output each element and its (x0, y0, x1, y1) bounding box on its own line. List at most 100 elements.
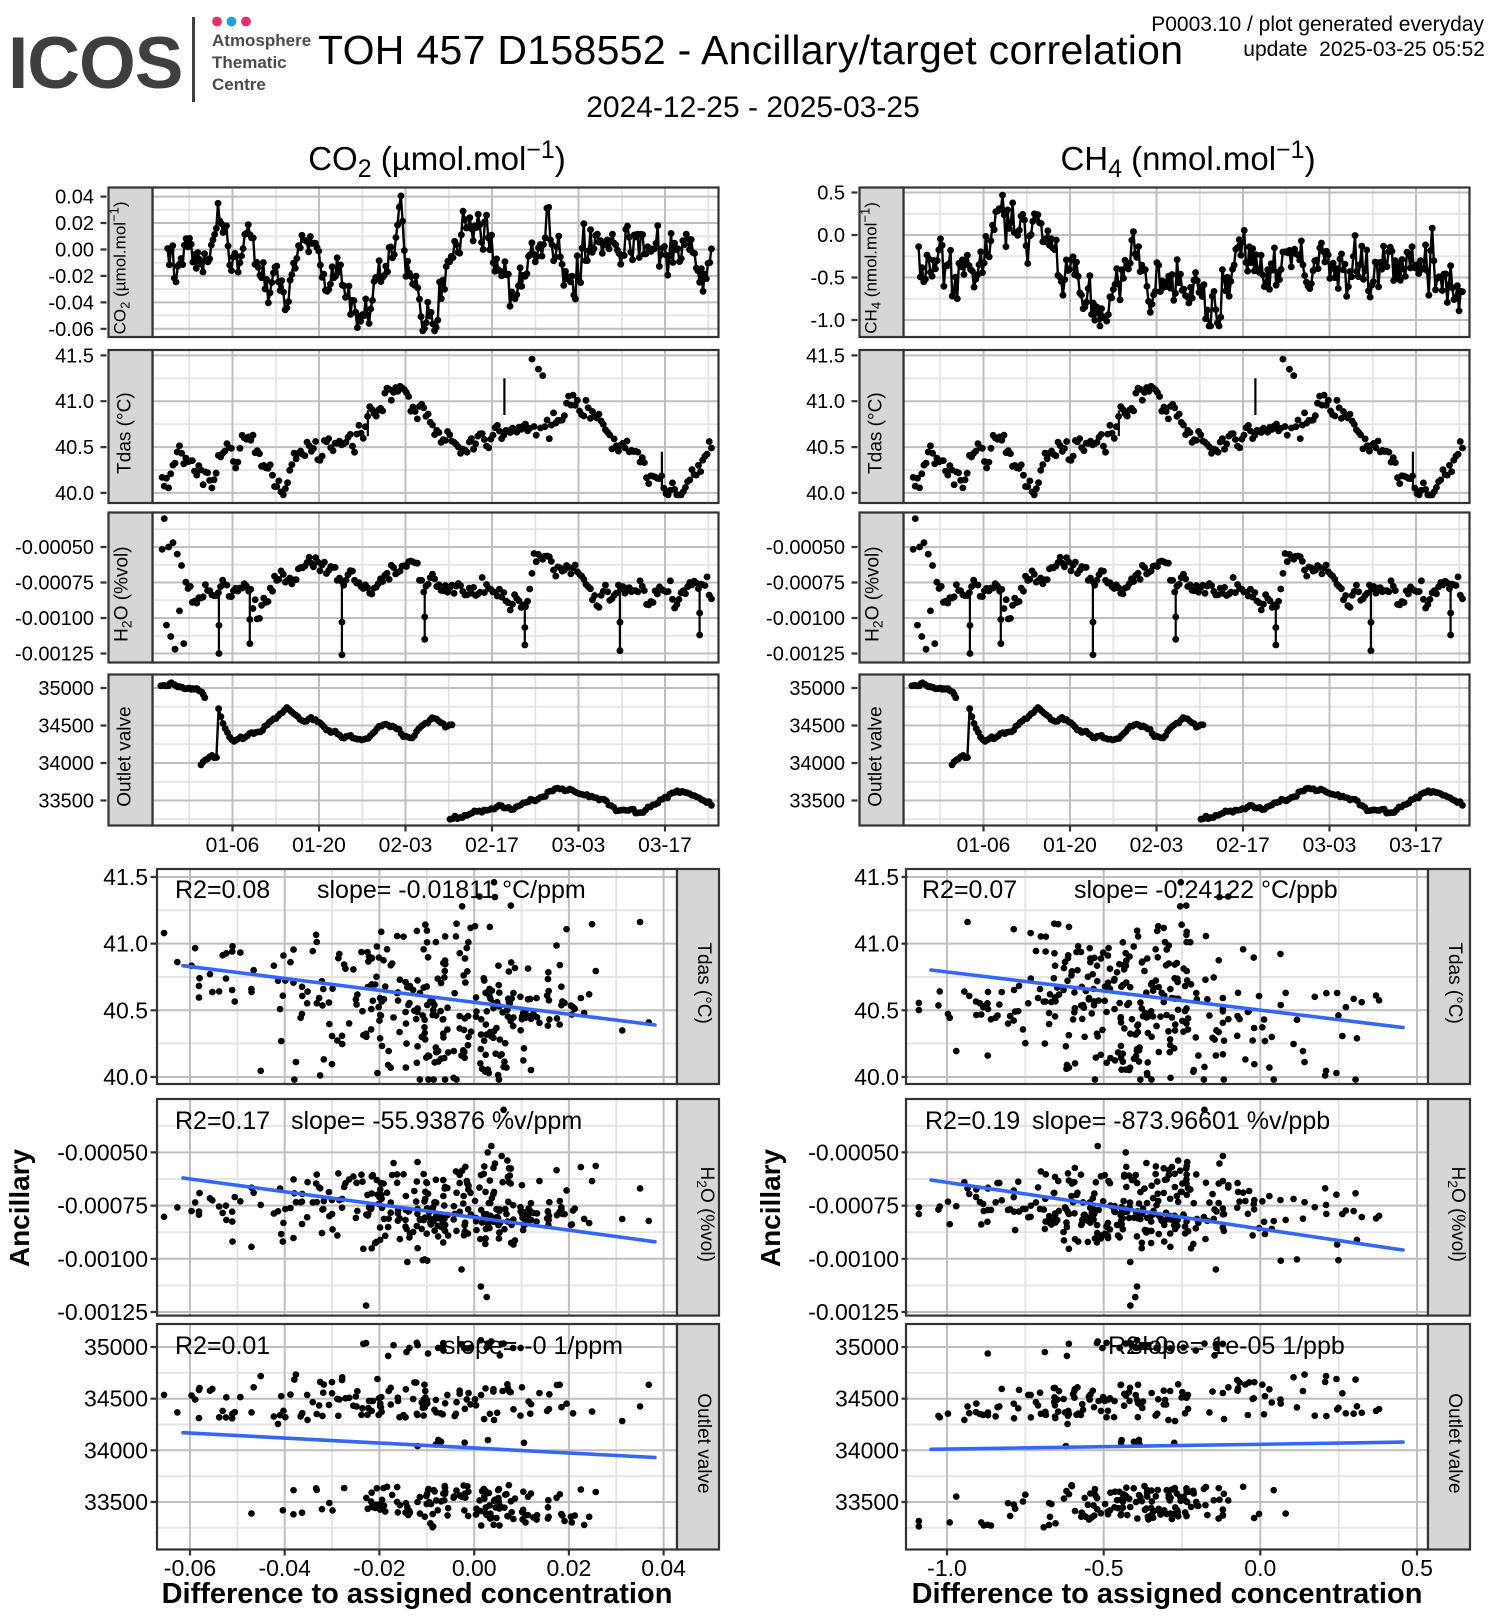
svg-text:-0.02: -0.02 (48, 266, 94, 288)
svg-text:Thematic: Thematic (212, 53, 287, 72)
svg-text:41.0: 41.0 (103, 931, 148, 957)
svg-text:0.02: 0.02 (547, 1555, 592, 1581)
svg-text:41.5: 41.5 (103, 864, 148, 890)
svg-text:-1.0: -1.0 (811, 310, 845, 332)
svg-text:R2=0.17: R2=0.17 (175, 1107, 270, 1135)
svg-text:Ancillary: Ancillary (755, 1148, 786, 1267)
svg-text:34000: 34000 (84, 1437, 148, 1463)
svg-text:-0.00050: -0.00050 (15, 537, 94, 559)
svg-text:TOH 457 D158552 - Ancillary/ta: TOH 457 D158552 - Ancillary/target corre… (318, 27, 1183, 73)
svg-text:-0.00100: -0.00100 (808, 1246, 899, 1272)
svg-text:34000: 34000 (789, 753, 845, 775)
svg-text:35000: 35000 (835, 1334, 899, 1360)
svg-text:33500: 33500 (835, 1489, 899, 1515)
svg-text:01-06: 01-06 (957, 834, 1011, 857)
svg-text:40.5: 40.5 (55, 437, 94, 459)
svg-text:-0.00075: -0.00075 (766, 573, 845, 595)
svg-text:-0.04: -0.04 (48, 292, 94, 314)
svg-text:-0.00100: -0.00100 (15, 608, 94, 630)
svg-text:H2O (%vol): H2O (%vol) (1445, 1166, 1468, 1261)
svg-text:03-03: 03-03 (552, 834, 606, 857)
svg-text:Outlet valve: Outlet valve (115, 706, 136, 806)
svg-text:40.5: 40.5 (854, 997, 899, 1023)
svg-text:35000: 35000 (38, 678, 94, 700)
svg-text:33500: 33500 (84, 1489, 148, 1515)
svg-text:R2=0: R2=0 (1108, 1332, 1168, 1360)
svg-text:-0.5: -0.5 (1084, 1555, 1124, 1581)
svg-text:CO2 (µmol.mol−1): CO2 (µmol.mol−1) (107, 201, 133, 334)
svg-text:P0003.10 / plot generated ever: P0003.10 / plot generated everyday (1151, 13, 1484, 36)
svg-text:Tdas (°C): Tdas (°C) (693, 942, 714, 1024)
svg-text:0.02: 0.02 (55, 213, 94, 235)
svg-text:0.0: 0.0 (1244, 1555, 1276, 1581)
svg-text:-0.00125: -0.00125 (766, 644, 845, 666)
svg-text:41.5: 41.5 (55, 345, 94, 367)
svg-text:0.00: 0.00 (452, 1555, 497, 1581)
svg-text:0.5: 0.5 (1401, 1555, 1433, 1581)
svg-text:33500: 33500 (789, 791, 845, 813)
svg-text:-0.00075: -0.00075 (57, 1193, 148, 1219)
svg-text:slope= -0.01811 °C/ppm: slope= -0.01811 °C/ppm (317, 876, 586, 904)
svg-text:CO2 (µmol.mol−1): CO2 (µmol.mol−1) (308, 136, 566, 183)
svg-text:slope= -873.96601 %v/ppb: slope= -873.96601 %v/ppb (1032, 1107, 1330, 1135)
svg-text:02-17: 02-17 (465, 834, 519, 857)
svg-text:40.0: 40.0 (55, 483, 94, 505)
svg-text:0.5: 0.5 (817, 183, 845, 205)
svg-text:01-06: 01-06 (206, 834, 260, 857)
svg-text:34500: 34500 (835, 1386, 899, 1412)
svg-text:0.0: 0.0 (817, 225, 845, 247)
svg-text:R2=0.07: R2=0.07 (922, 876, 1017, 904)
svg-text:CH4 (nmol.mol−1): CH4 (nmol.mol−1) (1060, 136, 1315, 183)
svg-text:0.04: 0.04 (55, 187, 94, 209)
svg-text:2024-12-25 - 2025-03-25: 2024-12-25 - 2025-03-25 (586, 91, 920, 124)
svg-text:Difference to assigned concent: Difference to assigned concentration (912, 1578, 1423, 1610)
svg-text:34500: 34500 (789, 716, 845, 738)
svg-text:34000: 34000 (38, 753, 94, 775)
svg-text:41.0: 41.0 (806, 391, 845, 413)
svg-text:02-03: 02-03 (1130, 834, 1184, 857)
svg-text:40.5: 40.5 (103, 997, 148, 1023)
svg-text:01-20: 01-20 (1043, 834, 1097, 857)
svg-text:40.0: 40.0 (806, 483, 845, 505)
svg-text:03-17: 03-17 (1389, 834, 1443, 857)
svg-text:-0.06: -0.06 (164, 1555, 216, 1581)
svg-text:-0.06: -0.06 (48, 319, 94, 341)
svg-text:Ancillary: Ancillary (4, 1148, 35, 1267)
svg-text:Difference to assigned concent: Difference to assigned concentration (162, 1578, 673, 1610)
svg-text:-0.00075: -0.00075 (808, 1193, 899, 1219)
svg-text:H2O (%vol): H2O (%vol) (112, 546, 135, 641)
svg-text:R2=0.19: R2=0.19 (925, 1107, 1020, 1135)
svg-text:Tdas (°C): Tdas (°C) (115, 392, 136, 474)
svg-text:slope= -55.93876 %v/ppm: slope= -55.93876 %v/ppm (291, 1107, 582, 1135)
svg-text:34500: 34500 (38, 716, 94, 738)
svg-text:update 2025-03-25 05:52: update 2025-03-25 05:52 (1243, 38, 1485, 61)
svg-text:0.04: 0.04 (641, 1555, 686, 1581)
svg-text:-0.00075: -0.00075 (15, 573, 94, 595)
svg-text:-0.00125: -0.00125 (57, 1299, 148, 1325)
svg-text:Tdas (°C): Tdas (°C) (1444, 942, 1465, 1024)
svg-text:H2O (%vol): H2O (%vol) (694, 1166, 717, 1261)
svg-text:35000: 35000 (789, 678, 845, 700)
svg-text:-0.00100: -0.00100 (57, 1246, 148, 1272)
svg-text:slope= 1e-05 1/ppb: slope= 1e-05 1/ppb (1130, 1332, 1345, 1360)
svg-text:02-17: 02-17 (1216, 834, 1270, 857)
svg-text:01-20: 01-20 (292, 834, 346, 857)
svg-text:R2=0.08: R2=0.08 (175, 876, 270, 904)
svg-text:03-03: 03-03 (1303, 834, 1357, 857)
svg-text:41.5: 41.5 (806, 345, 845, 367)
svg-text:40.0: 40.0 (103, 1064, 148, 1090)
svg-text:Atmosphere: Atmosphere (212, 31, 311, 50)
svg-text:41.0: 41.0 (854, 931, 899, 957)
svg-text:H2O (%vol): H2O (%vol) (863, 546, 886, 641)
svg-text:-0.00050: -0.00050 (57, 1139, 148, 1165)
svg-text:ICOS: ICOS (8, 23, 182, 104)
svg-text:41.5: 41.5 (854, 864, 899, 890)
svg-text:40.0: 40.0 (854, 1064, 899, 1090)
svg-text:-1.0: -1.0 (927, 1555, 967, 1581)
svg-text:40.5: 40.5 (806, 437, 845, 459)
svg-text:Outlet valve: Outlet valve (1444, 1393, 1465, 1493)
svg-text:34000: 34000 (835, 1437, 899, 1463)
svg-text:-0.00050: -0.00050 (808, 1139, 899, 1165)
svg-text:slope= -0.24122 °C/ppb: slope= -0.24122 °C/ppb (1074, 876, 1338, 904)
svg-text:-0.02: -0.02 (353, 1555, 405, 1581)
